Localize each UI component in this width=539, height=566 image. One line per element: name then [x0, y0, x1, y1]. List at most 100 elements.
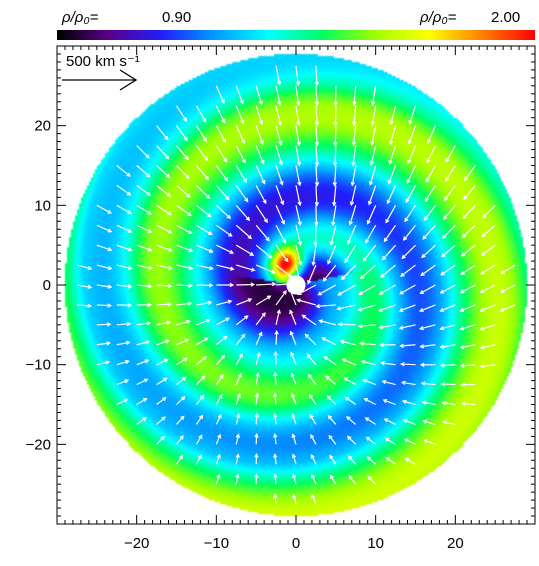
velocity-arrow	[235, 185, 249, 203]
velocity-arrow	[408, 105, 417, 125]
velocity-arrow	[254, 453, 259, 465]
velocity-arrow	[235, 315, 249, 326]
velocity-arrow	[460, 264, 476, 275]
velocity-arrow	[254, 412, 259, 425]
velocity-arrow	[440, 264, 456, 276]
velocity-arrow	[216, 264, 235, 271]
velocity-arrow	[367, 185, 377, 206]
velocity-arrow	[378, 284, 396, 295]
velocity-arrow	[407, 125, 417, 145]
velocity-arrow	[195, 165, 210, 181]
velocity-arrow	[321, 337, 337, 346]
velocity-arrow	[176, 376, 187, 386]
velocity-arrow	[421, 244, 436, 259]
velocity-arrow	[295, 185, 302, 207]
velocity-arrow	[441, 224, 456, 239]
velocity-arrow	[156, 165, 171, 179]
velocity-arrow	[235, 372, 242, 385]
velocity-arrow	[291, 453, 297, 465]
velocity-arrow	[380, 361, 396, 366]
velocity-arrow	[439, 284, 456, 294]
velocity-arrow	[399, 284, 416, 295]
velocity-arrow	[255, 165, 266, 185]
velocity-arrow	[216, 282, 235, 288]
velocity-arrow	[176, 395, 186, 405]
velocity-arrow	[304, 333, 317, 346]
velocity-arrow	[272, 432, 278, 445]
velocity-arrow	[310, 453, 317, 465]
velocity-arrow	[116, 264, 133, 271]
velocity-arrow	[176, 264, 194, 271]
velocity-arrow	[315, 303, 336, 309]
velocity-arrow	[136, 165, 151, 178]
velocity-arrow	[295, 245, 303, 266]
velocity-arrow	[136, 321, 152, 326]
velocity-arrow	[441, 420, 456, 426]
velocity-arrow	[499, 304, 516, 312]
velocity-arrow	[196, 224, 213, 236]
velocity-arrow	[235, 473, 240, 485]
velocity-arrow	[352, 85, 357, 107]
velocity-arrow	[275, 85, 282, 106]
velocity-arrow	[96, 284, 113, 289]
velocity-arrow	[403, 438, 416, 445]
velocity-arrow	[96, 341, 111, 346]
velocity-arrow	[116, 184, 132, 196]
velocity-arrow	[116, 165, 131, 177]
colorbar-min-label: ρ/ρ₀=	[61, 9, 99, 26]
minor-ticks	[57, 46, 535, 524]
velocity-arrow	[367, 475, 377, 485]
velocity-arrow	[176, 165, 190, 180]
velocity-arrow	[366, 205, 377, 225]
velocity-arrow	[275, 205, 285, 225]
velocity-arrow	[195, 105, 207, 123]
velocity-arrow	[176, 319, 191, 326]
velocity-arrow	[317, 284, 337, 296]
velocity-arrow	[313, 225, 318, 247]
velocity-arrow	[254, 432, 259, 445]
velocity-arrow	[426, 145, 436, 164]
velocity-arrow	[442, 204, 456, 221]
velocity-arrow	[479, 344, 496, 350]
velocity-arrow	[291, 433, 297, 445]
velocity-arrow	[381, 379, 396, 386]
velocity-arrow	[459, 304, 476, 312]
velocity-arrow	[215, 473, 221, 485]
velocity-arrow	[462, 204, 476, 220]
velocity-arrow	[370, 125, 377, 146]
velocity-arrow	[362, 378, 376, 386]
velocity-arrow	[156, 302, 173, 307]
velocity-arrow	[308, 393, 317, 405]
velocity-arrow	[116, 244, 133, 252]
velocity-arrow	[215, 413, 222, 425]
velocity-arrow	[378, 324, 396, 330]
velocity-arrow	[136, 397, 148, 406]
velocity-arrow	[156, 358, 169, 366]
velocity-arrow	[295, 65, 301, 87]
velocity-arrow	[136, 359, 150, 366]
velocity-arrows	[76, 65, 516, 505]
velocity-arrow	[314, 145, 320, 167]
velocity-arrow	[333, 85, 338, 107]
velocity-arrow	[379, 342, 396, 348]
velocity-arrow	[195, 125, 208, 143]
velocity-arrow	[336, 304, 356, 311]
velocity-arrow	[235, 353, 243, 365]
velocity-arrow	[136, 204, 152, 215]
velocity-arrow	[255, 372, 260, 385]
velocity-arrow	[307, 264, 317, 285]
velocity-arrow	[295, 165, 302, 187]
velocity-arrow	[479, 324, 496, 331]
velocity-arrow	[381, 244, 397, 261]
velocity-arrow	[460, 382, 476, 387]
velocity-arrow	[272, 453, 278, 465]
velocity-arrow	[445, 145, 456, 163]
velocity-arrow	[255, 224, 270, 242]
velocity-arrow	[333, 125, 338, 147]
velocity-arrow	[441, 244, 456, 258]
velocity-arrow	[306, 353, 317, 366]
plot-area	[57, 46, 535, 524]
velocity-arrow	[275, 65, 282, 86]
velocity-arrow	[255, 295, 272, 306]
